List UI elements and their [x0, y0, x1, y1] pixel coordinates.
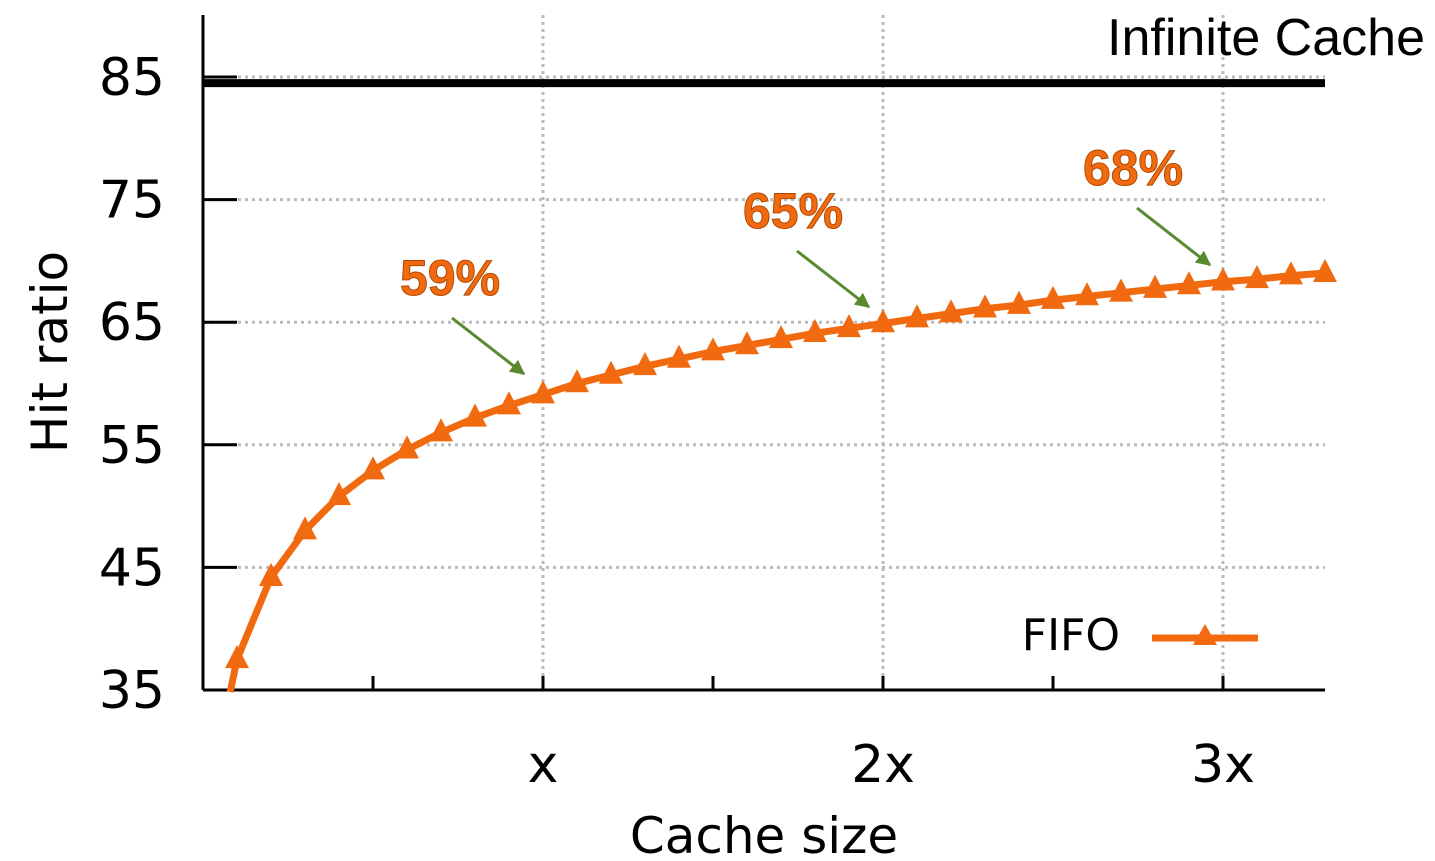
data-point-marker	[531, 380, 555, 404]
data-point-marker	[565, 369, 589, 393]
data-point-marker	[803, 318, 827, 343]
series-fifo	[225, 258, 1337, 693]
y-tick-label: 75	[99, 171, 165, 231]
x-tick-label: 2x	[851, 735, 915, 795]
series-line	[226, 269, 1326, 693]
data-point-marker	[1109, 278, 1133, 302]
data-point-marker	[633, 352, 657, 376]
data-point-marker	[667, 344, 691, 368]
data-point-marker	[1279, 261, 1303, 285]
data-point-marker	[225, 645, 249, 669]
y-tick-label: 45	[99, 538, 165, 598]
y-tick-label: 35	[99, 661, 165, 721]
y-axis-title: Hit ratio	[21, 251, 79, 453]
x-tick-label: x	[528, 735, 559, 795]
data-point-marker	[327, 481, 351, 506]
data-point-marker	[1177, 271, 1201, 295]
data-point-marker	[1313, 258, 1337, 282]
data-point-marker	[735, 331, 759, 355]
data-point-marker	[1075, 282, 1099, 306]
data-point-marker	[701, 337, 725, 361]
annotations: 59% 65% 68%	[399, 140, 1212, 376]
x-tick-label: 3x	[1191, 735, 1255, 795]
data-point-marker	[837, 314, 861, 338]
axes	[201, 15, 1325, 692]
annotation-arrow	[796, 249, 871, 309]
reference-line-label: Infinite Cache	[1107, 9, 1425, 67]
data-point-marker	[497, 391, 521, 415]
annotation-arrow	[1136, 206, 1212, 267]
data-point-marker	[1245, 264, 1269, 289]
data-point-marker	[1007, 290, 1031, 314]
data-point-marker	[599, 360, 623, 384]
y-tick-label: 85	[99, 48, 165, 108]
data-point-marker	[1143, 274, 1167, 298]
data-point-marker	[939, 299, 963, 323]
data-point-marker	[871, 309, 895, 333]
data-point-marker	[293, 516, 317, 540]
legend-label-fifo: FIFO	[1022, 610, 1120, 661]
annotation-arrow	[451, 316, 526, 376]
data-point-marker	[769, 325, 793, 349]
legend: FIFO	[1022, 610, 1258, 661]
annotation-label: 59%	[400, 250, 500, 306]
data-point-marker	[463, 403, 487, 427]
data-point-marker	[1041, 285, 1065, 309]
data-point-marker	[395, 435, 419, 459]
tick-labels: 35 45 55 65 75 85 x 2x 3x	[99, 48, 1255, 795]
data-point-marker	[905, 304, 929, 328]
grid-lines	[203, 15, 1325, 690]
annotation-label: 65%	[743, 183, 843, 239]
data-point-marker	[973, 294, 997, 318]
reference-line-group: Infinite Cache	[203, 9, 1425, 88]
data-point-marker	[1211, 267, 1235, 291]
data-point-marker	[259, 562, 283, 587]
data-point-marker	[361, 456, 385, 480]
x-axis-title: Cache size	[630, 807, 898, 861]
y-tick-label: 55	[99, 416, 165, 476]
y-tick-label: 65	[99, 293, 165, 353]
data-point-marker	[429, 418, 453, 442]
annotation-label: 68%	[1083, 140, 1183, 196]
legend-marker	[1193, 624, 1217, 645]
